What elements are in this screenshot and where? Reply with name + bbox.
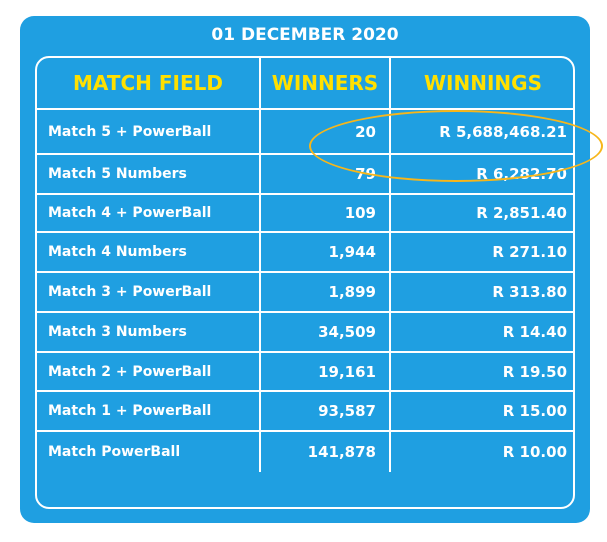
winners-cell: 141,878: [259, 432, 389, 472]
winners-cell: 34,509: [259, 313, 389, 351]
winnings-cell: R 5,688,468.21: [389, 110, 573, 153]
winners-cell: 93,587: [259, 392, 389, 430]
match-field-cell: Match 4 Numbers: [48, 244, 187, 260]
table-row: Match 5 + PowerBall 20 R 5,688,468.21: [37, 108, 573, 153]
winnings-cell: R 10.00: [389, 432, 573, 472]
table-row: Match 1 + PowerBall 93,587 R 15.00: [37, 390, 573, 430]
match-field-cell: Match 4 + PowerBall: [48, 205, 212, 221]
winnings-cell: R 313.80: [389, 273, 573, 311]
winners-cell: 19,161: [259, 353, 389, 390]
table-row: Match 5 Numbers 79 R 6,282.70: [37, 153, 573, 193]
header-winners: WINNERS: [259, 58, 389, 108]
match-field-cell: Match 2 + PowerBall: [48, 363, 212, 380]
table-row: Match PowerBall 141,878 R 10.00: [37, 430, 573, 507]
header-match-field: MATCH FIELD: [73, 71, 223, 95]
match-field-cell: Match 1 + PowerBall: [48, 403, 212, 419]
winnings-cell: R 6,282.70: [389, 155, 573, 193]
header-winnings: WINNINGS: [389, 58, 573, 108]
winners-cell: 109: [259, 195, 389, 231]
match-field-cell: Match 5 + PowerBall: [48, 123, 212, 140]
winners-cell: 79: [259, 155, 389, 193]
match-field-cell: Match 3 Numbers: [48, 324, 187, 340]
table-row: Match 3 Numbers 34,509 R 14.40: [37, 311, 573, 351]
winnings-cell: R 15.00: [389, 392, 573, 430]
match-field-cell: Match 3 + PowerBall: [48, 284, 212, 300]
winners-cell: 1,944: [259, 233, 389, 271]
winnings-cell: R 14.40: [389, 313, 573, 351]
match-field-cell: Match PowerBall: [48, 444, 181, 460]
winnings-cell: R 271.10: [389, 233, 573, 271]
table-row: Match 3 + PowerBall 1,899 R 313.80: [37, 271, 573, 311]
table-row: Match 4 + PowerBall 109 R 2,851.40: [37, 193, 573, 231]
results-table: MATCH FIELD WINNERS WINNINGS Match 5 + P…: [35, 56, 575, 509]
table-row: Match 4 Numbers 1,944 R 271.10: [37, 231, 573, 271]
draw-date-title: 01 DECEMBER 2020: [211, 25, 399, 45]
results-card: 01 DECEMBER 2020 MATCH FIELD WINNERS WIN…: [20, 16, 590, 523]
winnings-cell: R 19.50: [389, 353, 573, 390]
table-row: Match 2 + PowerBall 19,161 R 19.50: [37, 351, 573, 390]
table-header-row: MATCH FIELD WINNERS WINNINGS: [37, 58, 573, 108]
winnings-cell: R 2,851.40: [389, 195, 573, 231]
winners-cell: 1,899: [259, 273, 389, 311]
winners-cell: 20: [259, 110, 389, 153]
match-field-cell: Match 5 Numbers: [48, 166, 187, 182]
